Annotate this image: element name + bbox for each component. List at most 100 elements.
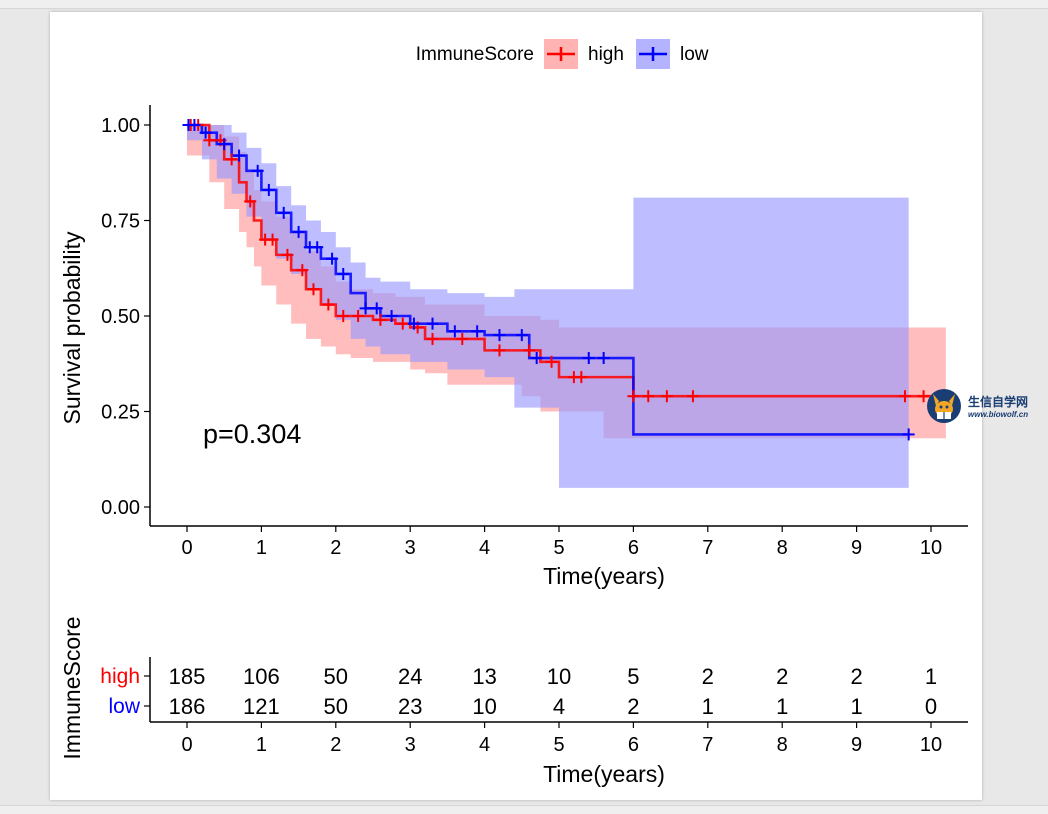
censor-mark-high [660,390,673,403]
x-tick-label: 6 [628,537,639,559]
risk-value-high: 50 [324,664,348,689]
risk-value-low: 2 [627,694,639,719]
x-tick-label: 7 [702,537,713,559]
p-value-annotation: p=0.304 [203,419,301,449]
censor-marks [182,119,930,441]
x-tick-label: 8 [777,537,788,559]
risk-value-high: 13 [472,664,496,689]
x-tick-label: 1 [256,537,267,559]
x-tick-label: 2 [330,537,341,559]
censor-mark-low [597,352,610,365]
risk-x-tick-label: 6 [628,734,639,756]
censor-mark-high [426,332,439,345]
censor-mark-low [385,310,398,322]
censor-mark-low [233,149,246,162]
y-tick-label: 0.25 [101,402,140,424]
risk-x-tick-label: 10 [920,734,942,756]
censor-mark-high [627,390,640,403]
censor-mark-high [307,283,320,296]
censor-mark-low [277,206,290,219]
censor-mark-low [199,126,212,139]
risk-x-tick-label: 0 [181,734,192,756]
risk-x-tick-label: 5 [553,734,564,756]
risk-x-tick-label: 7 [702,734,713,756]
risk-value-low: 1 [776,694,788,719]
risk-x-axis-title: Time(years) [543,761,665,787]
censor-mark-high [575,371,588,384]
risk-value-low: 23 [398,694,422,719]
y-tick-label: 1.00 [101,115,140,137]
censor-mark-low [326,252,339,265]
censor-mark-low [407,317,420,330]
risk-value-high: 2 [850,664,862,689]
x-axis-title: Time(years) [543,563,665,589]
risk-value-low: 4 [553,694,565,719]
plot-canvas: ImmuneScore high low 0.00 0.25 0.50 0.75 1.0… [50,12,982,800]
risk-value-low: 0 [925,694,937,719]
risk-row-label-high: high [100,665,140,688]
risk-value-high: 5 [627,664,639,689]
censor-mark-high [281,248,294,261]
risk-y-axis-title: ImmuneScore [59,616,85,759]
y-ticks: 0.00 0.25 0.50 0.75 1.00 [101,115,150,519]
y-tick-label: 0.00 [101,497,140,519]
wolf-logo-icon: 生信自学网 www.biowolf.cn [927,389,1028,423]
censor-mark-low [448,325,461,338]
legend-label-high: high [588,44,624,65]
censor-mark-high [493,344,506,357]
risk-x-tick-label: 4 [479,734,490,756]
censor-mark-low [337,267,350,280]
censor-mark-high [523,344,536,357]
risk-x-tick-label: 1 [256,734,267,756]
y-tick-label: 0.75 [101,211,140,233]
censor-mark-high [374,313,387,326]
censor-mark-low [188,119,201,131]
risk-value-high: 106 [243,664,280,689]
risk-x-tick-label: 2 [330,734,341,756]
risk-value-low: 121 [243,694,280,719]
censor-mark-high [396,317,409,330]
censor-mark-high [545,355,558,368]
x-tick-label: 0 [181,537,192,559]
risk-value-low: 10 [472,694,496,719]
x-tick-label: 9 [851,537,862,559]
censor-mark-high [266,233,279,246]
censor-mark-high [456,332,469,345]
x-tick-label: 5 [553,537,564,559]
risk-value-high: 185 [169,664,206,689]
censor-mark-high [296,264,309,277]
risk-value-high: 24 [398,664,422,689]
censor-mark-low [262,183,275,196]
y-tick-label: 0.50 [101,306,140,328]
risk-value-low: 50 [324,694,348,719]
risk-x-tick-label: 9 [851,734,862,756]
censor-mark-low [471,325,484,338]
censor-mark-low [311,241,324,254]
watermark-main-text: 生信自学网 [968,394,1028,409]
risk-x-tick-label: 3 [405,734,416,756]
x-tick-label: 3 [405,537,416,559]
censor-mark-low [530,352,543,365]
x-tick-label: 10 [920,537,942,559]
censor-mark-low [370,302,383,315]
censor-mark-low [515,329,528,342]
biowolf-watermark: 生信自学网 www.biowolf.cn [924,386,1048,426]
censor-mark-low [251,164,264,177]
survival-curve-high [187,123,946,398]
censor-mark-high [322,298,335,311]
legend: ImmuneScore high low [416,39,709,69]
risk-x-tick-label: 8 [777,734,788,756]
censor-mark-high [917,390,930,403]
censor-mark-high [203,134,216,147]
censor-mark-low [902,428,915,441]
risk-value-high: 2 [702,664,714,689]
risk-row-label-low: low [108,695,140,718]
risk-value-high: 2 [776,664,788,689]
censor-mark-low [582,352,595,365]
censor-mark-high [352,310,365,322]
risk-x-ticks: 0 1 2 3 4 5 6 7 8 9 10 [181,722,942,756]
window-top-strip [0,0,1048,9]
censor-mark-low [493,329,506,342]
risk-value-low: 1 [850,694,862,719]
